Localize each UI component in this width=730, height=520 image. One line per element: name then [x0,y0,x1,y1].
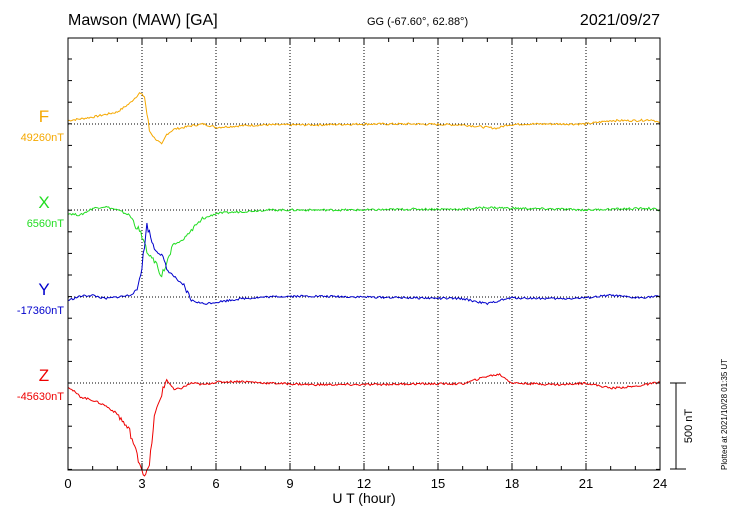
series-layer: F 49260nT X 6560nT Y -17360nT Z -45630nT [17,91,661,477]
scale-bar-label: 500 nT [683,409,695,444]
x-tick-label: 12 [357,476,371,491]
date-label: 2021/09/27 [579,12,660,29]
series-line-F [67,91,661,145]
baseline-label-Z: -45630nT [17,391,64,403]
x-tick-label: 3 [138,476,145,491]
series-line-X [67,205,661,278]
x-tick-label: 24 [653,476,667,491]
baseline-label-F: 49260nT [21,132,65,144]
axes: 0 3 6 9 12 15 18 21 24 U T (hour) 500 nT [64,37,695,506]
baseline-label-Y: -17360nT [17,305,64,317]
x-tick-label: 21 [579,476,593,491]
x-tick-label: 18 [505,476,519,491]
x-axis-label: U T (hour) [332,490,395,506]
x-tick-label: 9 [286,476,293,491]
series-name-Z: Z [39,366,49,385]
series-name-F: F [39,107,49,126]
plotted-timestamp: Plotted at 2021/10/28 01:35 UT [720,358,729,470]
series-line-Z [67,373,661,477]
x-tick-label: 15 [431,476,445,491]
x-tick-label: 0 [64,476,71,491]
series-line-Y [68,222,661,306]
baseline-label-X: 6560nT [27,218,65,230]
series-name-X: X [38,193,49,212]
station-title: Mawson (MAW) [GA] [68,12,218,29]
series-name-Y: Y [38,280,49,299]
x-tick-label: 6 [212,476,219,491]
coordinates-label: GG (-67.60°, 62.88°) [367,16,469,28]
grid [68,38,660,470]
